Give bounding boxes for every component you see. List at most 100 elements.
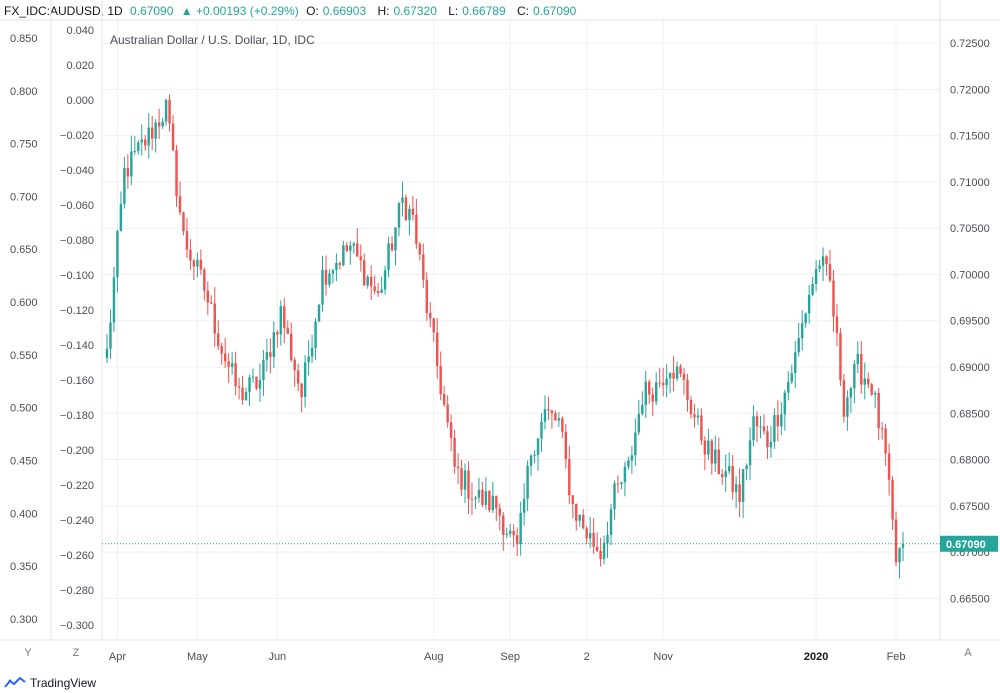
symbol-label[interactable]: FX_IDC:AUDUSD, 1D [4,4,123,18]
candle-body [467,470,470,499]
left2-tick-label: −0.080 [60,235,94,247]
candle-body [192,260,196,267]
candle-body [495,495,498,509]
candle-body [446,404,449,423]
candle-body [283,306,286,329]
brand-label[interactable]: TradingView [30,676,97,690]
candle-body [547,409,550,411]
candle-body [609,509,613,535]
candle-body [394,227,397,251]
candle-body [203,269,206,291]
candle-body [661,382,665,386]
candle-body [105,348,109,359]
chart-axes [0,0,1000,641]
candle-body [335,262,338,271]
left-scale-1[interactable]: 0.300 0.350 0.400 0.450 0.500 0.550 0.600 0.650… [10,33,38,626]
candle-body [689,399,693,415]
candle-body [390,243,394,251]
candle-body [171,123,175,151]
candle-body [675,366,679,379]
candle-body [721,474,724,477]
candle-body [849,388,853,398]
candle-body [206,290,210,303]
candle-body [575,503,578,521]
time-scale[interactable]: Apr May Jun Aug Sep 2 Nov 2020 Feb [109,651,906,663]
candle-body [196,259,199,267]
candle-body [616,483,620,485]
right-tick-label: 0.66500 [950,593,990,605]
candle-body [432,318,435,333]
left1-tick-label: 0.350 [10,561,38,573]
candle-body [724,471,727,477]
candle-body [630,455,634,461]
candle-body [144,139,147,146]
time-tick-label: Nov [653,651,673,663]
candle-body [703,440,707,455]
candle-body [217,333,220,346]
candle-body [244,391,248,401]
candle-body [839,333,842,381]
candle-body [307,356,310,363]
open-label: O: [306,4,319,18]
candle-body [870,384,873,395]
candle-body [821,256,825,266]
last-close-value: 0.67090 [130,4,174,18]
candle-body [654,382,658,402]
candle-body [877,392,880,429]
candle-body [658,382,661,384]
candle-body [832,280,835,317]
price-chart[interactable]: 0.665000.670000.675000.680000.685000.690… [0,0,1000,670]
left1-tick-label: 0.700 [10,191,38,203]
candle-body [561,418,564,432]
candle-body [550,410,554,414]
left2-tick-label: −0.300 [60,620,94,632]
time-tick-label: Feb [887,651,906,663]
candle-body [157,122,161,127]
candle-body [130,151,133,177]
candle-body [752,416,755,441]
candle-body [804,313,807,324]
candle-body [682,373,686,380]
candle-body [199,259,203,270]
candle-body [265,352,269,360]
candle-body [846,397,849,417]
candle-body [543,409,547,422]
time-tick-label: Apr [109,651,126,663]
candle-body [210,302,213,304]
candle-body [783,392,787,415]
candle-body [807,294,811,314]
candle-body [731,466,734,492]
left-scale-2[interactable]: −0.300 −0.280 −0.260 −0.240 −0.220 −0.200 −0.1… [60,25,94,632]
candle-body [828,264,832,281]
candle-body [147,127,150,146]
z-scale-button[interactable]: Z [72,647,80,659]
last-price-badge [940,535,998,552]
candle-body [380,289,383,294]
candle-body [595,546,599,551]
left2-tick-label: 0.040 [66,25,94,37]
candle-body [762,426,766,432]
candle-body [522,498,526,513]
candle-body [477,489,481,498]
candle-body [529,455,533,466]
auto-scale-button[interactable]: A [964,647,972,659]
candle-body [668,372,672,379]
candle-body [672,372,675,379]
candle-body [248,377,251,392]
left1-tick-label: 0.850 [10,33,38,45]
last-price-line: 0.67090 [102,535,998,552]
candle-body [425,279,429,313]
candle-body [439,366,442,395]
candle-body [230,363,234,367]
candle-body [185,231,189,250]
candle-body [324,269,328,285]
y-scale-button[interactable]: Y [24,647,32,659]
candle-body [213,303,216,334]
candle-body [811,284,814,295]
candle-body [620,482,623,485]
left1-tick-label: 0.800 [10,86,38,98]
candle-body [651,394,654,402]
right-price-scale[interactable]: 0.665000.670000.675000.680000.685000.690… [950,38,990,605]
candle-body [366,277,369,286]
candle-body [738,484,741,502]
